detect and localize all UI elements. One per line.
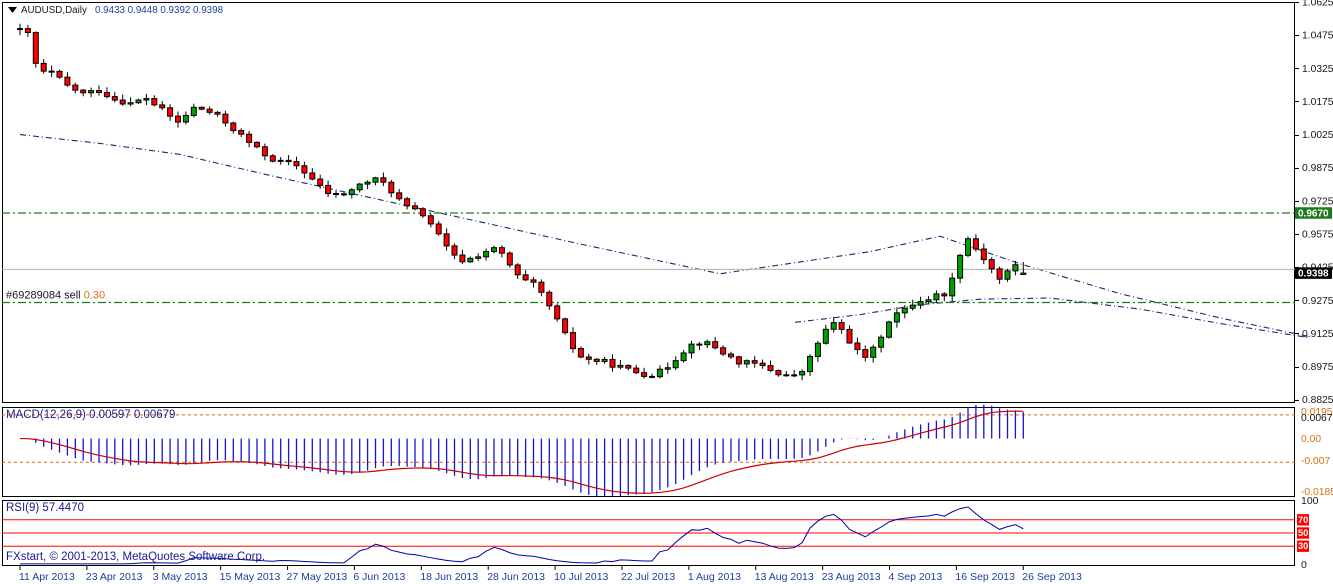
svg-text:70: 70 (1298, 515, 1308, 525)
svg-text:28 Jun 2013: 28 Jun 2013 (487, 571, 545, 583)
svg-text:0.9398: 0.9398 (1298, 269, 1329, 280)
svg-text:0.00679: 0.00679 (1301, 413, 1333, 424)
svg-text:0.9433 0.9448 0.9392 0.9398: 0.9433 0.9448 0.9392 0.9398 (95, 5, 224, 16)
svg-text:RSI(9) 57.4470: RSI(9) 57.4470 (6, 502, 84, 514)
svg-text:0.9125: 0.9125 (1302, 329, 1333, 340)
svg-text:MACD(12,26,9) 0.00597 0.00679: MACD(12,26,9) 0.00597 0.00679 (6, 409, 175, 421)
svg-text:1.0325: 1.0325 (1302, 64, 1333, 75)
svg-text:0.8975: 0.8975 (1302, 362, 1333, 373)
svg-text:22 Jul 2013: 22 Jul 2013 (621, 571, 675, 583)
svg-text:1.0175: 1.0175 (1302, 97, 1333, 108)
svg-text:1.0475: 1.0475 (1302, 31, 1333, 42)
svg-text:0.9670: 0.9670 (1298, 208, 1329, 219)
svg-text:#69289084 sell 0.30: #69289084 sell 0.30 (6, 289, 105, 301)
svg-text:0.8825: 0.8825 (1302, 395, 1333, 406)
svg-text:1.0625: 1.0625 (1302, 0, 1333, 9)
svg-text:6 Jun 2013: 6 Jun 2013 (353, 571, 405, 583)
svg-text:23 Apr 2013: 23 Apr 2013 (86, 571, 143, 583)
svg-text:FXstart, © 2001-2013, MetaQuot: FXstart, © 2001-2013, MetaQuotes Softwar… (6, 551, 265, 563)
svg-text:11 Apr 2013: 11 Apr 2013 (19, 571, 75, 583)
svg-text:26 Sep 2013: 26 Sep 2013 (1022, 571, 1082, 583)
svg-text:100: 100 (1301, 495, 1319, 507)
svg-text:AUDUSD,Daily: AUDUSD,Daily (21, 5, 87, 16)
svg-text:30: 30 (1298, 541, 1308, 551)
svg-text:0.9575: 0.9575 (1302, 229, 1333, 240)
svg-text:10 Jul 2013: 10 Jul 2013 (554, 571, 608, 583)
svg-text:15 May 2013: 15 May 2013 (220, 571, 281, 583)
svg-text:23 Aug 2013: 23 Aug 2013 (822, 571, 881, 583)
svg-text:18 Jun 2013: 18 Jun 2013 (420, 571, 478, 583)
svg-text:0.9725: 0.9725 (1302, 196, 1333, 207)
svg-text:3 May 2013: 3 May 2013 (153, 571, 208, 583)
svg-text:1 Aug 2013: 1 Aug 2013 (688, 571, 741, 583)
svg-text:0: 0 (1301, 559, 1307, 571)
svg-text:13 Aug 2013: 13 Aug 2013 (755, 571, 814, 583)
svg-text:27 May 2013: 27 May 2013 (287, 571, 348, 583)
svg-text:1.0025: 1.0025 (1302, 130, 1333, 141)
svg-text:0.00: 0.00 (1301, 434, 1321, 445)
svg-text:16 Sep 2013: 16 Sep 2013 (955, 571, 1015, 583)
svg-text:50: 50 (1298, 528, 1308, 538)
svg-text:4 Sep 2013: 4 Sep 2013 (889, 571, 943, 583)
svg-text:-0.007: -0.007 (1301, 456, 1330, 467)
svg-text:0.9275: 0.9275 (1302, 296, 1333, 307)
svg-text:0.9875: 0.9875 (1302, 163, 1333, 174)
